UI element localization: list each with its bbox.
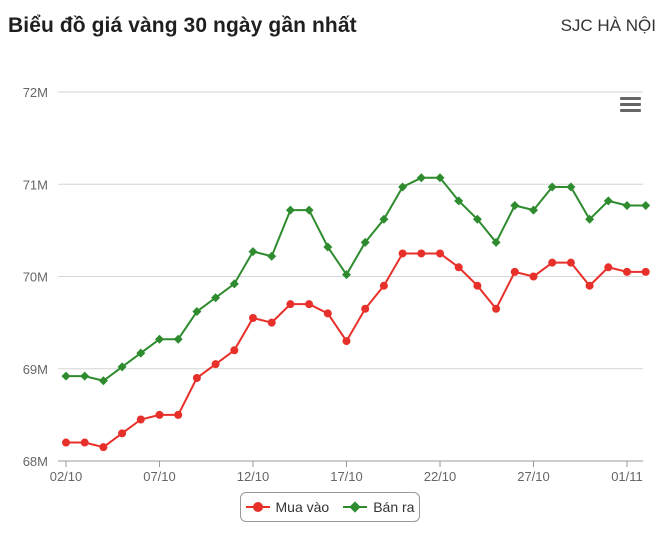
data-point [454, 263, 463, 272]
hamburger-menu-icon[interactable] [620, 97, 641, 115]
data-point [173, 334, 183, 344]
legend-swatch-sell [343, 501, 368, 513]
y-tick-label: 69M [23, 362, 48, 377]
x-tick-label: 27/10 [517, 469, 550, 484]
x-tick-label: 02/10 [50, 469, 83, 484]
data-point [230, 346, 239, 355]
data-point [454, 196, 464, 206]
data-point [566, 258, 575, 267]
data-point [285, 205, 295, 215]
data-point [249, 314, 257, 323]
legend-item-sell[interactable]: Bán ra [343, 499, 414, 515]
x-tick-label: 07/10 [143, 469, 176, 484]
data-point [323, 309, 332, 318]
data-point [286, 300, 295, 309]
data-point [566, 182, 576, 192]
data-point [136, 348, 146, 358]
series-line-1 [66, 176, 646, 382]
legend-label-sell: Bán ra [373, 499, 415, 515]
data-point [398, 182, 408, 192]
x-tick-label: 22/10 [424, 469, 457, 484]
data-point [229, 279, 239, 289]
data-point [416, 173, 426, 183]
data-point [192, 307, 202, 317]
series-line-0 [66, 252, 646, 449]
data-point [155, 334, 164, 344]
chart-subtitle: SJC HÀ NỘI [560, 16, 656, 35]
legend-swatch-buy [245, 501, 270, 513]
y-tick-label: 68M [23, 454, 48, 469]
data-point [491, 237, 501, 247]
data-point [548, 258, 557, 267]
data-point [472, 214, 482, 224]
data-point [398, 249, 407, 258]
data-point [360, 237, 370, 247]
data-point [304, 205, 314, 215]
data-point [61, 371, 71, 381]
data-point [118, 429, 127, 438]
data-point [267, 251, 277, 261]
data-point [603, 196, 613, 206]
y-tick-label: 72M [23, 85, 48, 100]
data-point [622, 200, 632, 210]
data-point [435, 173, 445, 183]
data-point [417, 249, 426, 258]
chart-title: Biểu đồ giá vàng 30 ngày gần nhất [8, 14, 357, 37]
data-point [323, 242, 333, 252]
data-point [529, 205, 538, 215]
gold-price-line-chart: 68M 69M 70M 71M 72M 02/10 07/10 12/10 17/10 22/10… [23, 85, 651, 484]
data-point [117, 362, 127, 372]
data-point [211, 360, 220, 369]
data-point [510, 200, 520, 210]
data-point [342, 270, 351, 280]
data-point [80, 438, 89, 447]
data-point [641, 267, 650, 276]
data-point [62, 438, 70, 447]
legend-label-buy: Mua vào [275, 499, 330, 515]
data-point [248, 247, 258, 257]
data-point [492, 304, 501, 313]
data-point [174, 410, 183, 419]
chart-legend: Mua vào Bán ra [240, 492, 420, 522]
data-point [136, 415, 145, 424]
data-point [80, 371, 90, 381]
legend-item-buy[interactable]: Mua vào [245, 499, 330, 515]
x-tick-label: 12/10 [237, 469, 270, 484]
data-point [98, 376, 108, 386]
data-point [361, 304, 370, 313]
data-point [585, 214, 595, 224]
data-point [192, 373, 201, 382]
data-point [604, 263, 613, 272]
data-point [342, 337, 351, 346]
y-tick-label: 70M [23, 270, 48, 285]
x-tick-label: 01/11 [611, 469, 643, 484]
data-point [155, 410, 164, 419]
x-tick-label: 17/10 [330, 469, 363, 484]
data-point [379, 281, 388, 290]
data-point [99, 443, 108, 452]
y-tick-label: 71M [23, 177, 48, 192]
data-point [267, 318, 276, 327]
data-point [641, 200, 651, 210]
data-point [623, 267, 631, 276]
data-point [547, 182, 557, 192]
data-point [510, 267, 519, 276]
data-point [529, 272, 538, 281]
data-point [211, 293, 221, 303]
data-point [473, 281, 482, 290]
data-point [436, 249, 444, 258]
data-point [379, 214, 389, 224]
data-point [585, 281, 594, 290]
data-point [305, 300, 314, 309]
